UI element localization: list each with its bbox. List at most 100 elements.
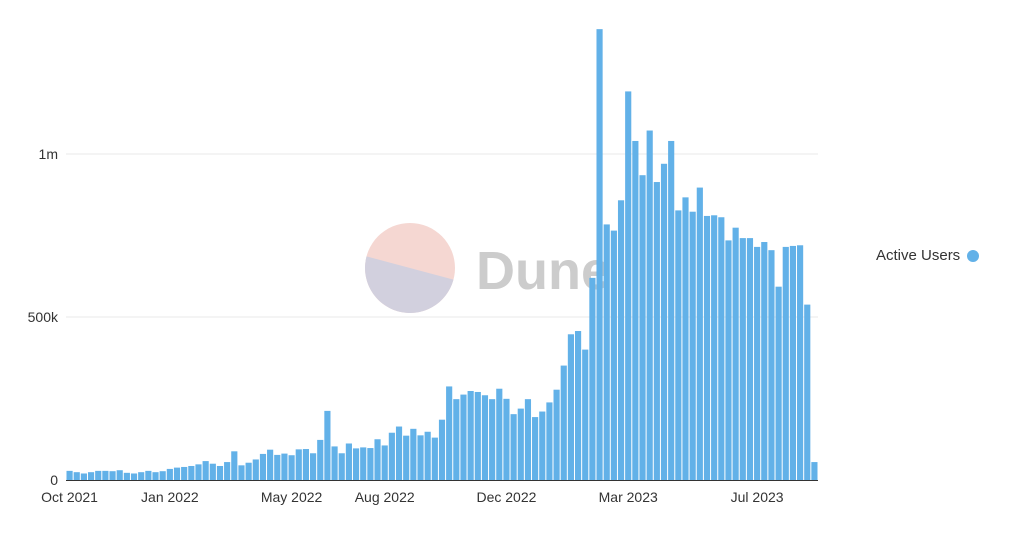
bar[interactable] (245, 462, 252, 480)
bar[interactable] (317, 439, 324, 480)
bar[interactable] (288, 455, 295, 480)
bar[interactable] (224, 462, 231, 480)
bar[interactable] (367, 448, 374, 480)
bar[interactable] (596, 29, 603, 481)
bar[interactable] (417, 435, 424, 480)
bar[interactable] (109, 471, 116, 480)
bar[interactable] (403, 435, 410, 480)
bar[interactable] (159, 471, 166, 480)
bar[interactable] (682, 197, 689, 480)
bar[interactable] (639, 175, 646, 480)
bar[interactable] (782, 246, 789, 480)
bar[interactable] (675, 210, 682, 480)
bar[interactable] (209, 463, 216, 480)
bar[interactable] (646, 130, 653, 480)
bar[interactable] (453, 399, 460, 480)
bar[interactable] (532, 417, 539, 480)
bar[interactable] (746, 238, 754, 480)
bar[interactable] (438, 419, 446, 480)
bar[interactable] (811, 462, 818, 480)
bar[interactable] (123, 472, 130, 480)
bar[interactable] (73, 472, 80, 480)
bar[interactable] (603, 224, 610, 480)
bar[interactable] (281, 453, 288, 480)
bar[interactable] (625, 91, 632, 481)
bar[interactable] (431, 437, 438, 480)
bar[interactable] (553, 389, 560, 480)
bar[interactable] (510, 414, 517, 480)
bar[interactable] (130, 473, 138, 480)
bar[interactable] (310, 453, 317, 480)
bar[interactable] (231, 451, 238, 480)
bar[interactable] (660, 163, 668, 480)
legend[interactable]: Active Users (876, 247, 980, 264)
bar[interactable] (345, 443, 352, 480)
bar[interactable] (617, 200, 625, 481)
bar[interactable] (166, 468, 173, 480)
bar[interactable] (267, 449, 274, 480)
bar[interactable] (574, 331, 582, 480)
bar[interactable] (388, 432, 395, 480)
bar[interactable] (732, 227, 739, 480)
bar[interactable] (395, 426, 403, 480)
bar[interactable] (181, 466, 188, 480)
bar[interactable] (696, 187, 703, 480)
bar[interactable] (718, 217, 725, 480)
bar[interactable] (567, 334, 574, 480)
bar[interactable] (188, 465, 195, 480)
bar[interactable] (539, 411, 546, 480)
bar[interactable] (252, 459, 259, 480)
bar[interactable] (589, 277, 596, 480)
bar[interactable] (66, 470, 73, 480)
bar[interactable] (474, 391, 481, 480)
bar[interactable] (560, 365, 567, 480)
bar[interactable] (797, 245, 804, 480)
bar[interactable] (216, 465, 224, 480)
bar[interactable] (302, 449, 310, 480)
bar[interactable] (711, 215, 718, 480)
bar[interactable] (424, 431, 431, 480)
bar[interactable] (503, 398, 510, 480)
bar[interactable] (80, 473, 87, 480)
bar[interactable] (173, 467, 181, 480)
bar[interactable] (446, 386, 453, 480)
bar[interactable] (610, 230, 617, 480)
bar[interactable] (331, 446, 338, 480)
bar[interactable] (789, 245, 797, 480)
bar[interactable] (489, 399, 496, 480)
bar[interactable] (754, 246, 761, 480)
bar[interactable] (295, 449, 302, 480)
bar[interactable] (703, 215, 711, 480)
bar[interactable] (259, 453, 267, 480)
bar[interactable] (517, 408, 524, 480)
bar[interactable] (467, 391, 474, 480)
bar[interactable] (202, 461, 209, 480)
bar[interactable] (87, 472, 95, 480)
bar[interactable] (410, 428, 417, 480)
bar[interactable] (761, 242, 768, 480)
bar[interactable] (102, 470, 109, 480)
bar[interactable] (775, 286, 782, 480)
bar[interactable] (152, 472, 159, 480)
bar[interactable] (804, 304, 811, 480)
bar[interactable] (496, 388, 503, 480)
bar[interactable] (460, 394, 467, 480)
bar[interactable] (324, 410, 331, 480)
bar[interactable] (360, 447, 367, 480)
bar[interactable] (768, 250, 775, 480)
bar[interactable] (582, 349, 589, 480)
bar[interactable] (95, 470, 102, 480)
bar[interactable] (338, 453, 345, 480)
bar[interactable] (689, 211, 696, 480)
bar[interactable] (546, 402, 553, 480)
bar[interactable] (524, 399, 532, 480)
bar[interactable] (145, 470, 152, 480)
bar[interactable] (138, 472, 145, 480)
bar[interactable] (381, 445, 388, 480)
bar[interactable] (238, 465, 245, 480)
bar[interactable] (632, 140, 639, 480)
bar[interactable] (725, 240, 732, 480)
bar[interactable] (274, 454, 281, 480)
bar[interactable] (352, 448, 360, 480)
bar[interactable] (653, 182, 660, 480)
